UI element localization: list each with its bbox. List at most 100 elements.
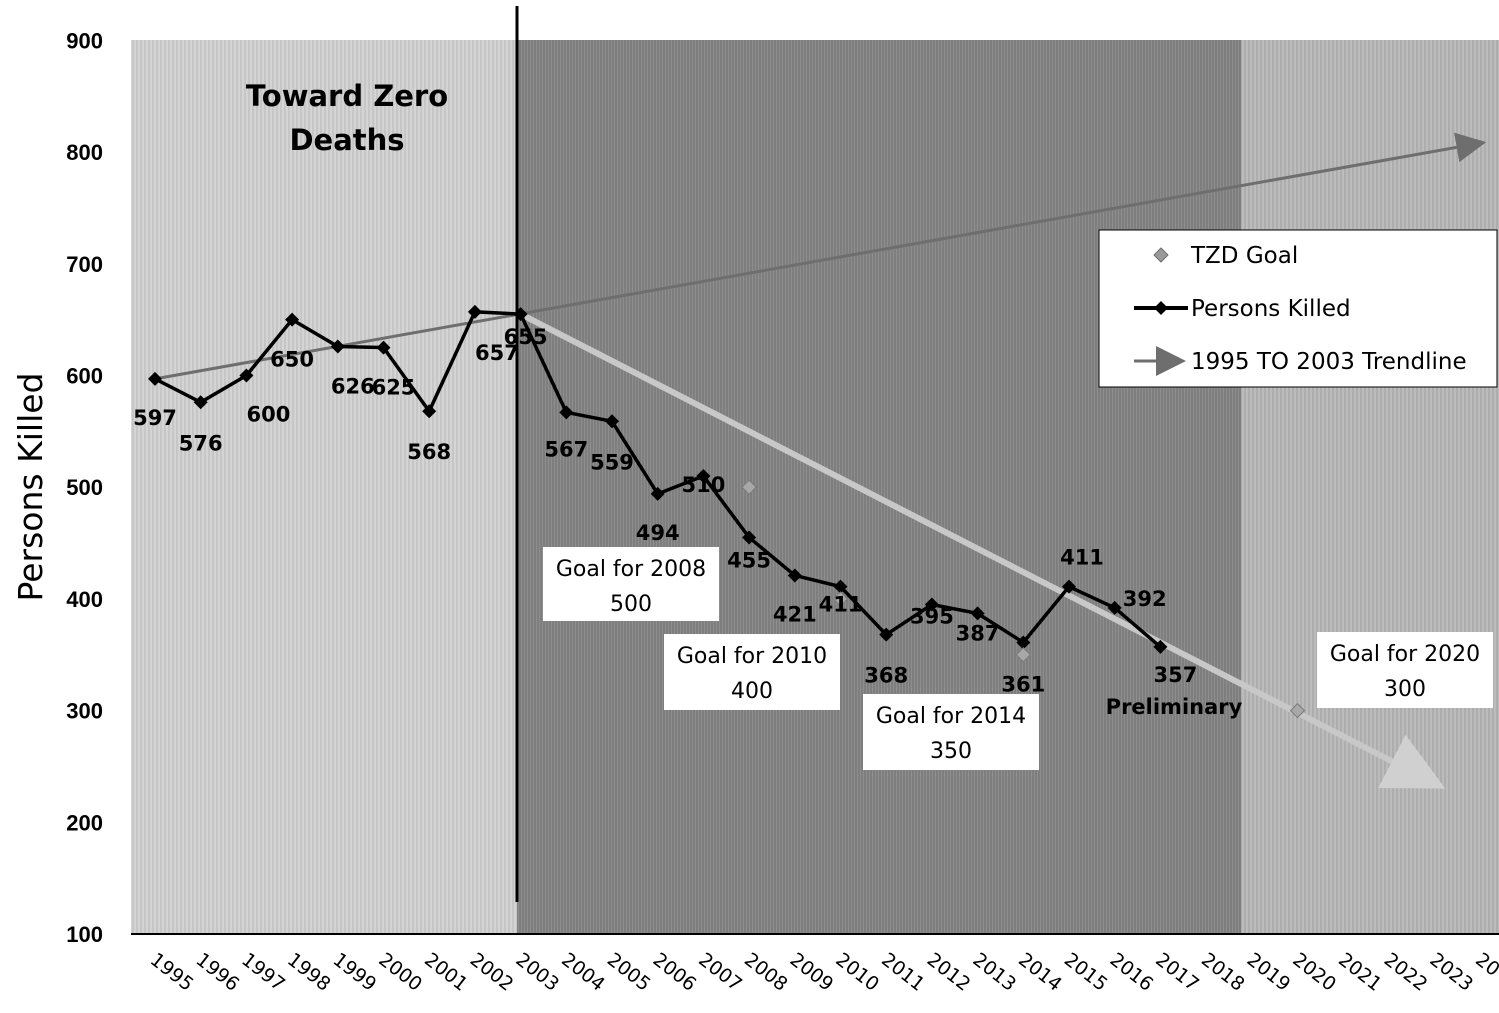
goal-box-2020-value: 300: [1384, 677, 1426, 702]
goal-box-2008-value: 500: [610, 592, 652, 617]
x-tick-label-2012: 2012: [923, 949, 975, 996]
x-tick-label-2003: 2003: [512, 949, 564, 996]
data-label-2010: 411: [819, 593, 863, 617]
y-axis-title: Persons Killed: [11, 373, 50, 602]
data-label-2001: 568: [407, 440, 451, 464]
data-label-2014: 361: [1001, 672, 1045, 696]
diamond-icon: [1153, 247, 1169, 263]
persons-killed-point-2002: [467, 304, 482, 319]
data-label-1996: 576: [179, 431, 223, 455]
data-label-2000: 625: [372, 376, 416, 400]
region-title-line1: Toward Zero: [246, 79, 448, 113]
y-tick-label-600: 600: [66, 364, 103, 389]
y-tick-label-500: 500: [66, 475, 103, 500]
x-tick-label-2001: 2001: [420, 949, 472, 996]
y-tick-labels: 100 200 300 400 500 600 700 800 900: [66, 28, 103, 947]
x-tick-label-2010: 2010: [831, 949, 883, 996]
x-tick-label-2017: 2017: [1151, 949, 1203, 996]
x-tick-label-2023: 2023: [1426, 949, 1478, 996]
series-markers: [148, 304, 1306, 719]
x-tick-labels: 1995199619971998199920002001200220032004…: [146, 949, 1499, 996]
persons-killed-point-1997: [239, 368, 254, 383]
x-tick-label-2016: 2016: [1106, 949, 1158, 996]
x-tick-label-2011: 2011: [877, 949, 929, 996]
goal-box-2008-title: Goal for 2008: [556, 557, 706, 582]
persons-killed-point-2015: [1062, 579, 1076, 594]
x-tick-label-2022: 2022: [1380, 949, 1432, 996]
goal-box-2008: Goal for 2008 500: [543, 547, 719, 621]
x-tick-label-2000: 2000: [374, 949, 426, 996]
persons-killed-point-2016: [1107, 600, 1122, 615]
data-label-2016: 392: [1123, 587, 1167, 611]
x-tick-label-1999: 1999: [329, 949, 381, 996]
data-label-2015: 411: [1060, 546, 1104, 570]
x-tick-label-2004: 2004: [557, 949, 609, 996]
goal-box-2010: Goal for 2010 400: [664, 634, 840, 710]
persons-killed-point-2014: [1016, 635, 1031, 650]
legend-label-trendline: 1995 TO 2003 Trendline: [1191, 349, 1467, 375]
y-tick-label-700: 700: [66, 252, 103, 277]
persons-killed-point-2003: [513, 307, 528, 322]
data-label-2009: 421: [773, 602, 817, 626]
x-tick-label-1995: 1995: [146, 949, 198, 996]
trendline-1995-2003: [154, 132, 1487, 381]
goal-box-2020: Goal for 2020 300: [1317, 632, 1493, 708]
data-label-2004: 567: [544, 437, 588, 461]
persons-killed-point-2013: [970, 606, 985, 621]
x-tick-label-2013: 2013: [969, 949, 1021, 996]
goal-box-2020-title: Goal for 2020: [1330, 642, 1480, 667]
x-tick-label-2015: 2015: [1060, 949, 1112, 996]
region-title-line2: Deaths: [289, 123, 404, 157]
line-diamond-icon: [1154, 301, 1168, 315]
persons-killed-point-2011: [879, 627, 894, 642]
preliminary-note: Preliminary: [1106, 695, 1243, 719]
persons-killed-point-2017: [1153, 639, 1168, 654]
persons-killed-point-2004: [559, 405, 574, 420]
goal-box-2010-title: Goal for 2010: [677, 644, 827, 669]
tzd-goal-point-2008: [741, 479, 757, 495]
x-tick-label-2021: 2021: [1334, 949, 1386, 996]
persons-killed-point-1999: [330, 339, 345, 354]
goal-box-2010-value: 400: [731, 679, 773, 704]
data-label-2017: 357: [1153, 663, 1197, 687]
persons-killed-point-2001: [422, 404, 437, 419]
bg-region-toward-zero: [131, 40, 517, 934]
x-tick-label-2009: 2009: [786, 949, 838, 996]
persons-killed-point-2008: [742, 530, 757, 545]
x-tick-label-1997: 1997: [237, 949, 289, 996]
plot-background: [131, 40, 1499, 934]
persons-killed-point-1996: [193, 395, 208, 410]
x-tick-label-2014: 2014: [1014, 949, 1066, 996]
persons-killed-point-2009: [787, 568, 802, 583]
tzd-goal-point-2020: [1289, 702, 1306, 719]
persons-killed-point-2005: [605, 414, 619, 429]
persons-killed-point-1998: [285, 312, 300, 327]
legend: TZD Goal Persons Killed 1995 TO 2003 Tre…: [1098, 229, 1498, 388]
persons-killed-point-2007: [696, 469, 711, 484]
data-label-2013: 387: [956, 621, 1000, 645]
bg-region-future: [1241, 40, 1499, 934]
data-label-2011: 368: [864, 664, 908, 688]
x-tick-label-2006: 2006: [649, 949, 701, 996]
tzd-goal-point-2010: [832, 591, 849, 607]
data-label-1995: 597: [133, 406, 177, 430]
persons-killed-point-2006: [650, 486, 665, 501]
y-tick-label-900: 900: [66, 28, 103, 53]
bg-region-post-2003: [517, 40, 1241, 934]
data-label-2006: 494: [636, 521, 680, 545]
data-label-2008: 455: [727, 548, 771, 572]
y-tick-label-400: 400: [66, 587, 103, 612]
legend-label-tzd-goal: TZD Goal: [1190, 243, 1298, 269]
y-tick-label-800: 800: [66, 140, 103, 165]
data-label-2007: 510: [681, 473, 725, 497]
y-tick-label-100: 100: [66, 922, 103, 947]
data-label-2012: 395: [910, 604, 954, 628]
x-tick-label-2007: 2007: [694, 949, 746, 996]
goal-path-line: [519, 311, 1446, 789]
goal-box-2014-value: 350: [930, 739, 972, 764]
x-tick-label-2002: 2002: [466, 949, 518, 996]
persons-killed-point-2012: [924, 597, 939, 612]
x-tick-label-2018: 2018: [1197, 949, 1249, 996]
